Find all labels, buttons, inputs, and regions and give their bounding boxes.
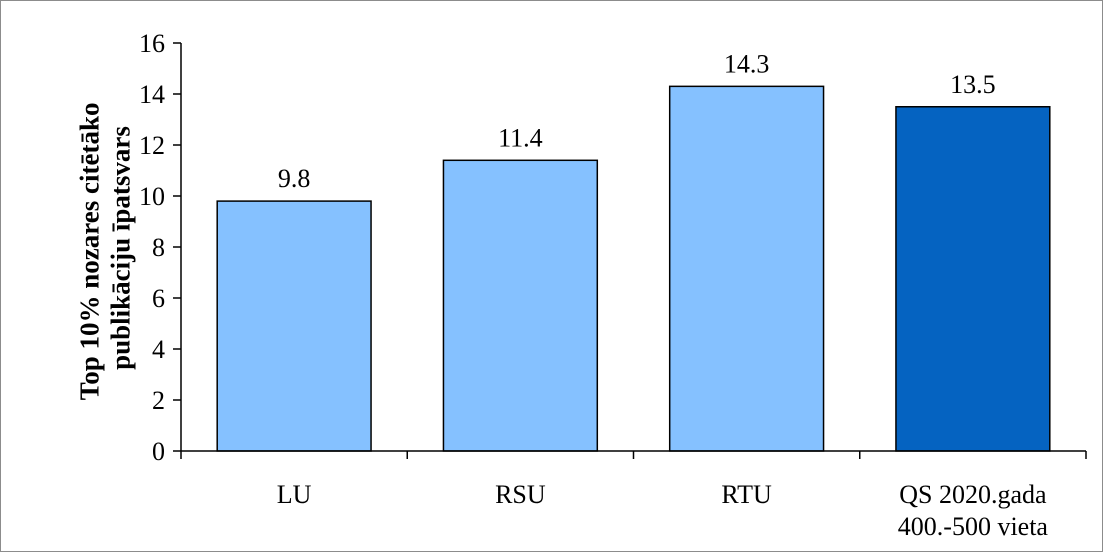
x-tick-label-2: RTU [721, 480, 772, 509]
y-tick-label: 16 [139, 29, 165, 58]
y-axis-title: Top 10% nozares citētāko publikāciju īpa… [74, 96, 135, 401]
plot-area: 9.8 11.4 14.3 13.5 0 2 4 6 8 10 12 14 16 LU RSU RTU QS 2… [139, 29, 1087, 541]
data-label-2: 14.3 [724, 49, 770, 78]
y-tick-label: 8 [152, 233, 165, 262]
bar-0 [216, 200, 372, 452]
y-tick-label: 10 [139, 182, 165, 211]
y-tick-label: 0 [152, 437, 165, 466]
data-label-0: 9.8 [278, 164, 311, 193]
data-label-1: 11.4 [498, 123, 543, 152]
bar-1 [442, 159, 599, 452]
x-tick-label-1: RSU [495, 480, 546, 509]
y-tick-label: 6 [152, 284, 165, 313]
y-tick-label: 12 [139, 131, 165, 160]
y-tick-label: 4 [152, 335, 165, 364]
bar-3 [895, 106, 1051, 452]
x-tick-label-3: QS 2020.gada 400.-500 vieta [898, 480, 1049, 541]
x-tick-label-0: LU [277, 480, 312, 509]
data-label-3: 13.5 [950, 70, 996, 99]
bar-2 [668, 85, 825, 452]
y-tick-label: 14 [139, 80, 165, 109]
y-tick-label: 2 [152, 386, 165, 415]
